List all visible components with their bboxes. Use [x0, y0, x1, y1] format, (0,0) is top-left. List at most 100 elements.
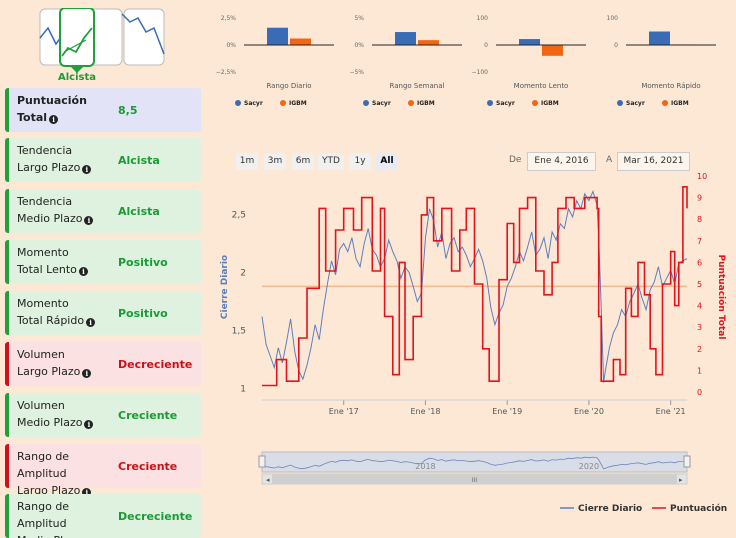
legend-label: IGBM — [541, 100, 559, 107]
range-button-3m[interactable]: 3m — [264, 153, 286, 170]
to-date-input[interactable]: Mar 16, 2021 — [617, 152, 690, 171]
indicator-card: Tendencia Medio Plazo i Alcista — [5, 189, 201, 233]
legend-label: Sacyr — [244, 100, 263, 107]
info-icon[interactable]: i — [84, 216, 94, 225]
info-icon[interactable]: i — [86, 318, 96, 327]
indicator-label-line1: Tendencia — [17, 195, 73, 208]
range-button-6m[interactable]: 6m — [292, 153, 314, 170]
indicator-value: Creciente — [118, 408, 178, 422]
indicator-label-line2: Total i — [17, 109, 121, 126]
legend-label: Sacyr — [496, 100, 515, 107]
series-cierre-diario — [261, 189, 688, 383]
scroll-right-arrow-icon[interactable]: ▸ — [679, 476, 683, 484]
bar-sacyr — [649, 31, 670, 45]
y-tick-label: 100 — [607, 15, 619, 22]
range-button-ytd[interactable]: YTD — [318, 153, 344, 170]
navigator-right-handle[interactable] — [683, 455, 691, 468]
y2-tick-label: 1 — [697, 366, 702, 375]
range-button-1m[interactable]: 1m — [236, 153, 258, 170]
legend-label-puntuacion: Puntuación — [670, 503, 727, 514]
bar-igbm — [418, 40, 439, 45]
main-price-score-chart: 1 1,5 2 2,5 0 1 2 3 4 5 6 7 8 9 10 Cierre Diario Puntuac… — [220, 172, 727, 514]
y-axis-title: Cierre Diario — [220, 255, 230, 319]
indicator-label-line2-text: Total Lento — [17, 263, 77, 276]
info-icon[interactable]: i — [82, 369, 92, 378]
mini-chart-rango-diario: 2,5% 0% −2,5% Rango Diario Sacyr IGBM — [212, 4, 342, 108]
x-tick-label: Ene '21 — [656, 407, 686, 416]
indicator-value: 8,5 — [118, 103, 138, 117]
indicator-label-line1: Momento — [17, 246, 69, 259]
legend-label-cierre: Cierre Diario — [578, 504, 642, 514]
indicator-card: Momento Total Lento i Positivo — [5, 240, 201, 284]
range-button-1y[interactable]: 1y — [349, 153, 371, 170]
mini-chart-title: Rango Diario — [266, 82, 311, 90]
legend-marker — [662, 100, 668, 106]
x-tick-label: Ene '18 — [410, 407, 440, 416]
indicator-label-line2-text: Largo Plazo — [17, 484, 81, 497]
legend-label: Sacyr — [372, 100, 391, 107]
y2-tick-label: 10 — [697, 172, 707, 181]
x-tick-label: Ene '20 — [574, 407, 604, 416]
info-icon[interactable]: i — [78, 267, 88, 276]
legend-label: IGBM — [671, 100, 689, 107]
indicator-label-line2-text: Total — [17, 111, 48, 124]
indicator-label-line2-text: Largo Plazo — [17, 161, 81, 174]
y-tick-label: 0 — [614, 42, 618, 49]
indicator-label-line2: Total Lento i — [17, 261, 121, 278]
info-icon[interactable]: i — [84, 420, 94, 429]
navigator-left-handle[interactable] — [258, 455, 266, 468]
bar-igbm — [542, 45, 563, 56]
y2-tick-label: 2 — [697, 345, 702, 354]
mini-chart-rango-semanal: 5% 0% −5% Rango Semanal Sacyr IGBM — [340, 4, 470, 108]
y2-tick-label: 5 — [697, 280, 702, 289]
scrollbar-thumb[interactable] — [272, 474, 677, 484]
indicator-value: Decreciente — [118, 509, 193, 523]
x-tick-label: Ene '19 — [492, 407, 522, 416]
range-button-all[interactable]: All — [376, 153, 398, 170]
navigator-window[interactable] — [261, 451, 688, 473]
info-icon[interactable]: i — [49, 115, 59, 124]
indicator-label-line2-text: Total Rápido — [17, 314, 85, 327]
x-tick-label: Ene '17 — [329, 407, 359, 416]
bar-igbm — [290, 38, 311, 45]
from-date-input[interactable]: Ene 4, 2016 — [527, 152, 596, 171]
to-label: A — [606, 155, 613, 165]
indicator-label: Tendencia Largo Plazo i — [17, 142, 121, 176]
bar-sacyr — [267, 27, 288, 45]
trend-label: Alcista — [57, 72, 96, 83]
bar-sacyr — [395, 32, 416, 45]
indicator-value: Alcista — [118, 153, 160, 167]
scroll-left-arrow-icon[interactable]: ◂ — [266, 476, 270, 484]
trend-thumbnails-icon — [39, 7, 165, 73]
indicator-card: Volumen Largo Plazo i Decreciente — [5, 342, 201, 386]
indicator-label-line1: Volumen — [17, 348, 65, 361]
y-tick-label: 1,5 — [232, 326, 246, 336]
info-icon[interactable]: i — [82, 488, 92, 497]
indicator-label-line2: Largo Plazo i — [17, 159, 121, 176]
trend-logo — [38, 7, 166, 86]
indicator-label-line1: Rango de Amplitud — [17, 450, 70, 480]
indicator-label-line1: Momento — [17, 297, 69, 310]
indicator-card: Rango de Amplitud Largo Plazo i Creciente — [5, 444, 201, 497]
y-tick-label: 0% — [354, 42, 364, 49]
y-tick-label: −100 — [472, 69, 489, 76]
y-tick-label: 2 — [240, 269, 246, 279]
y2-tick-label: 7 — [697, 237, 702, 246]
indicator-value: Positivo — [118, 255, 168, 269]
y-tick-label: 5% — [354, 15, 364, 22]
indicator-label: Puntuación Total i — [17, 92, 121, 126]
legend-label: Sacyr — [626, 100, 645, 107]
info-icon[interactable]: i — [82, 165, 92, 174]
y-tick-label: −5% — [349, 69, 364, 76]
indicator-label: Tendencia Medio Plazo i — [17, 193, 121, 227]
navigator-year-label: 2020 — [579, 462, 599, 471]
mini-chart-title: Rango Semanal — [390, 82, 445, 90]
indicator-card: Volumen Medio Plazo i Creciente — [5, 393, 201, 437]
y-tick-label: 2,5 — [232, 211, 246, 221]
navigator-series — [261, 456, 688, 470]
y2-tick-label: 6 — [697, 258, 702, 267]
